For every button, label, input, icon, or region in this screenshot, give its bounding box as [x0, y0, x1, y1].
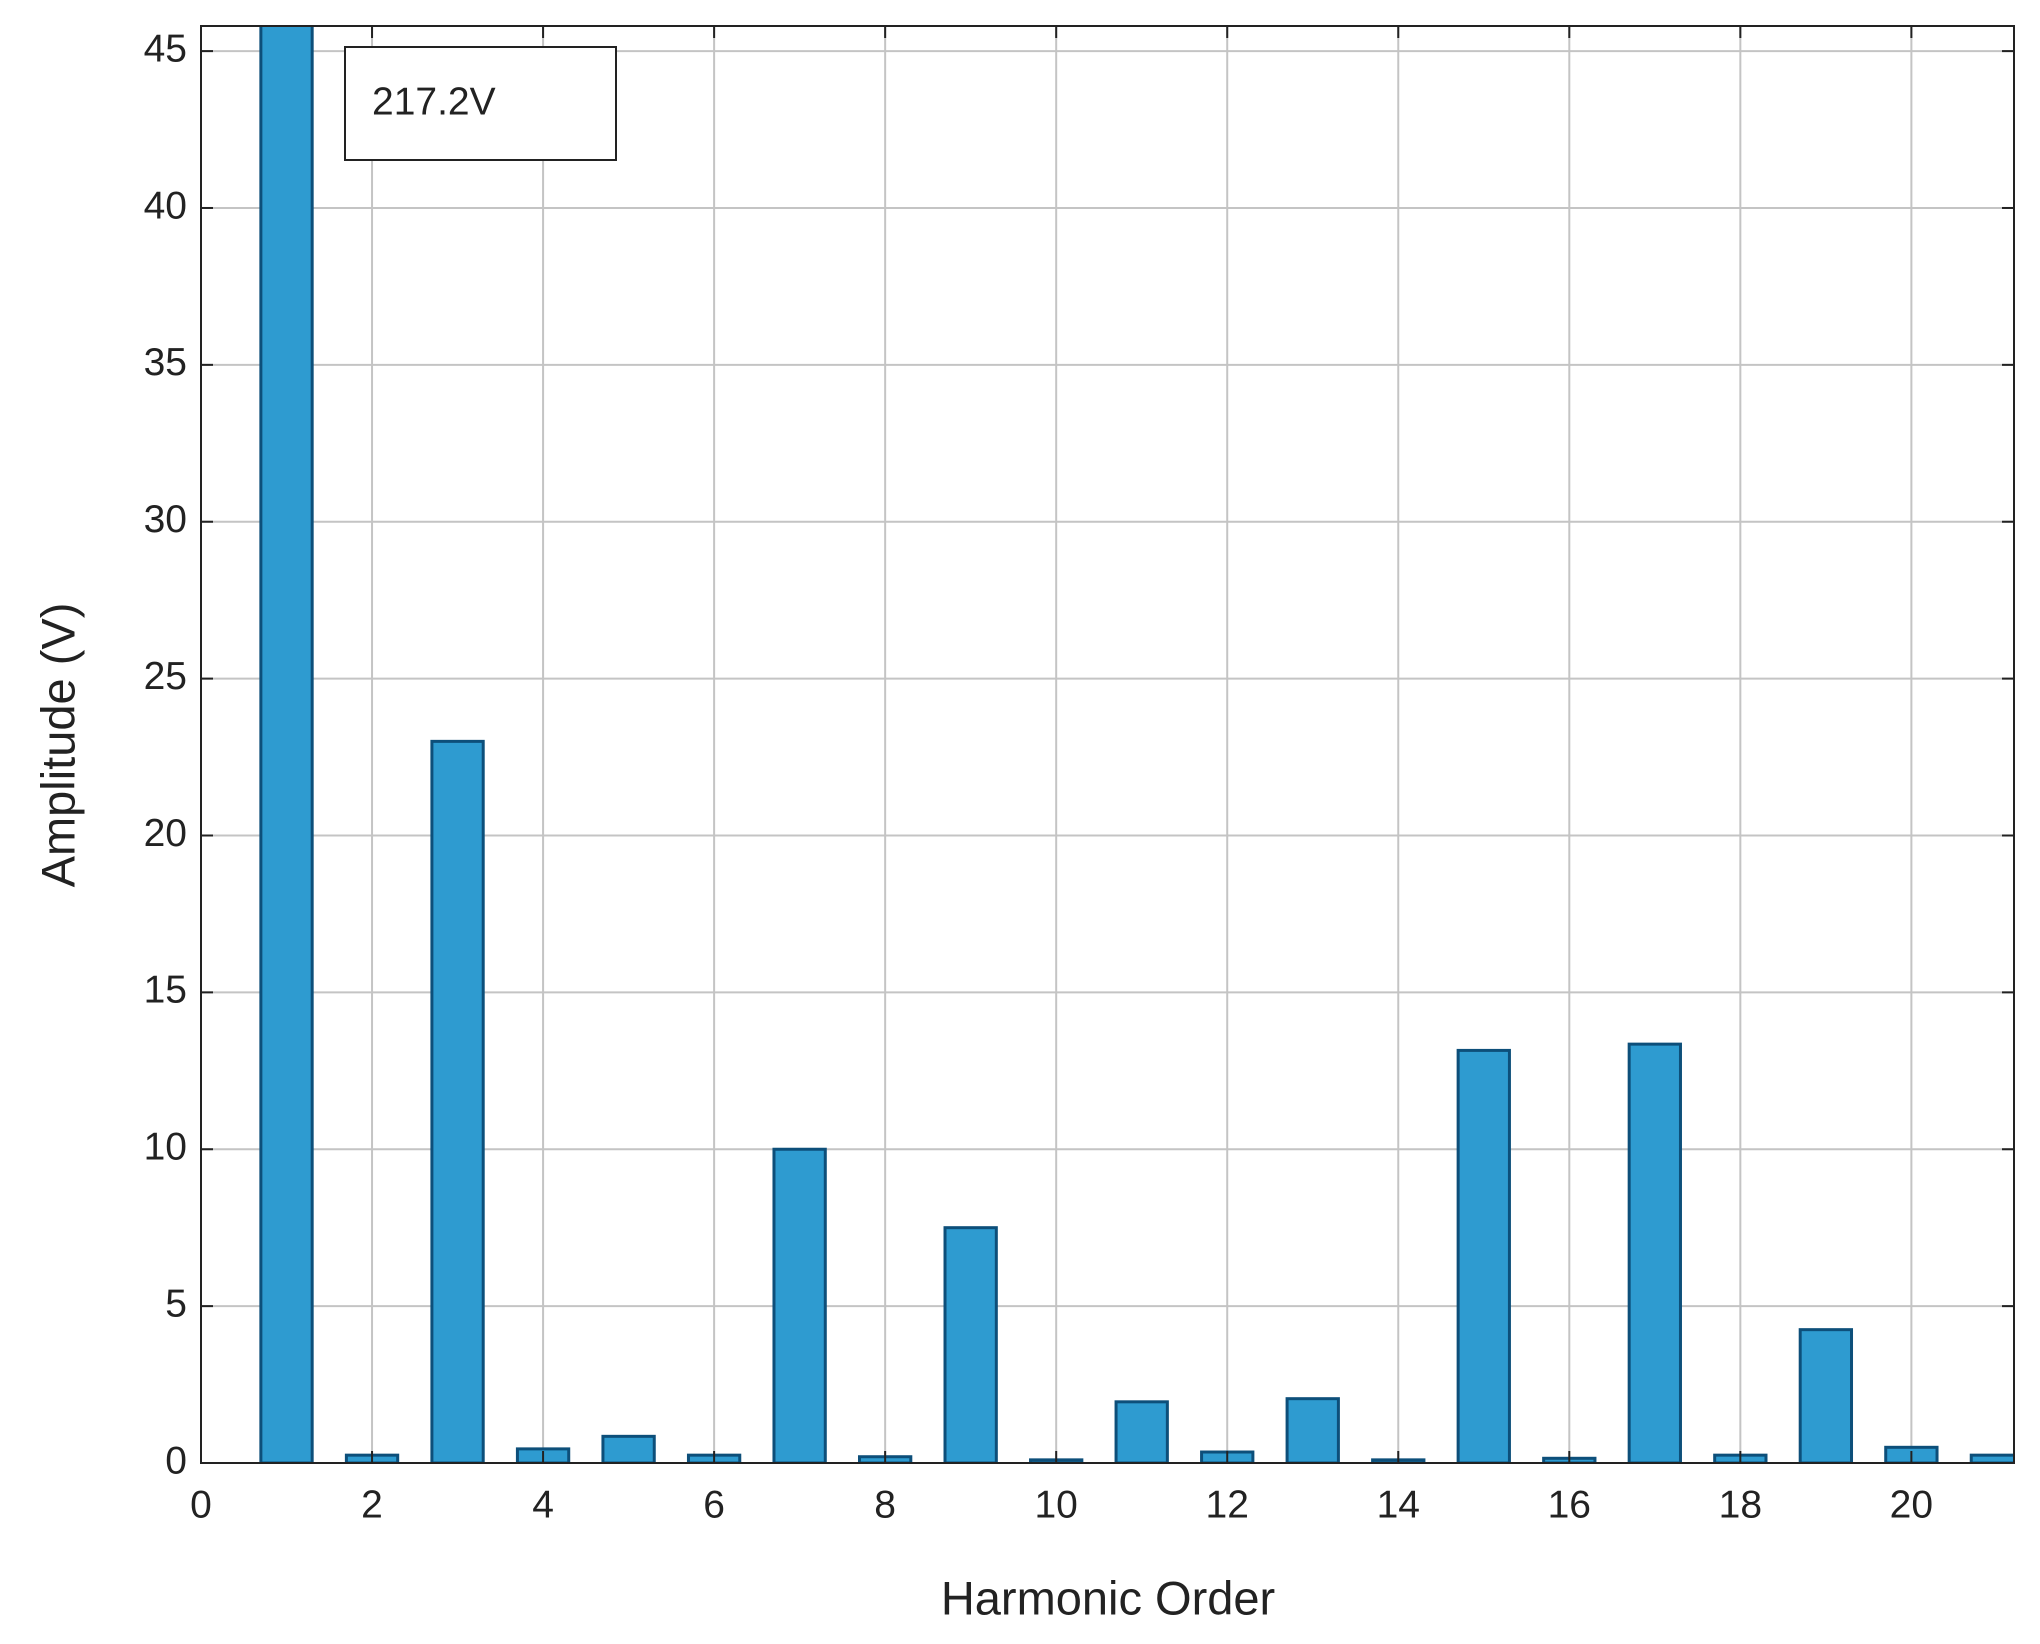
- x-tick-label: 16: [1548, 1483, 1591, 1526]
- bar: [1285, 1397, 1340, 1463]
- y-tick-label: 0: [165, 1439, 187, 1482]
- y-tick-label: 10: [144, 1126, 187, 1169]
- y-axis-label: Amplitude (V): [31, 603, 84, 888]
- bar: [1114, 1400, 1169, 1463]
- x-tick-label: 20: [1890, 1483, 1933, 1526]
- x-tick-label: 0: [190, 1483, 212, 1526]
- y-tick-label: 35: [144, 341, 187, 384]
- plot-frame: [200, 25, 2015, 1464]
- x-tick-label: 8: [874, 1483, 896, 1526]
- y-tick-label: 5: [165, 1282, 187, 1325]
- x-tick-label: 4: [532, 1483, 554, 1526]
- y-tick-label: 15: [144, 969, 187, 1012]
- y-tick-label: 30: [144, 498, 187, 541]
- bar: [772, 1147, 827, 1463]
- bar: [259, 26, 314, 1463]
- bar: [430, 739, 485, 1463]
- x-tick-label: 12: [1206, 1483, 1249, 1526]
- annotation-box: [344, 46, 617, 161]
- x-tick-label: 14: [1377, 1483, 1420, 1526]
- y-tick-label: 25: [144, 655, 187, 698]
- y-tick-label: 40: [144, 184, 187, 227]
- x-tick-label: 2: [361, 1483, 383, 1526]
- bar: [1627, 1042, 1682, 1463]
- x-tick-label: 6: [703, 1483, 725, 1526]
- y-tick-label: 20: [144, 812, 187, 855]
- x-tick-label: 18: [1719, 1483, 1762, 1526]
- x-tick-label: 10: [1034, 1483, 1077, 1526]
- bar: [1456, 1048, 1511, 1463]
- bars: [259, 26, 2014, 1463]
- y-tick-label: 45: [144, 27, 187, 70]
- x-axis-label: Harmonic Order: [941, 1571, 1275, 1624]
- bar: [943, 1226, 998, 1463]
- annotation: 217.2V: [372, 80, 496, 123]
- bar: [601, 1434, 656, 1463]
- bar: [1798, 1328, 1854, 1463]
- bar: [1969, 1453, 2014, 1463]
